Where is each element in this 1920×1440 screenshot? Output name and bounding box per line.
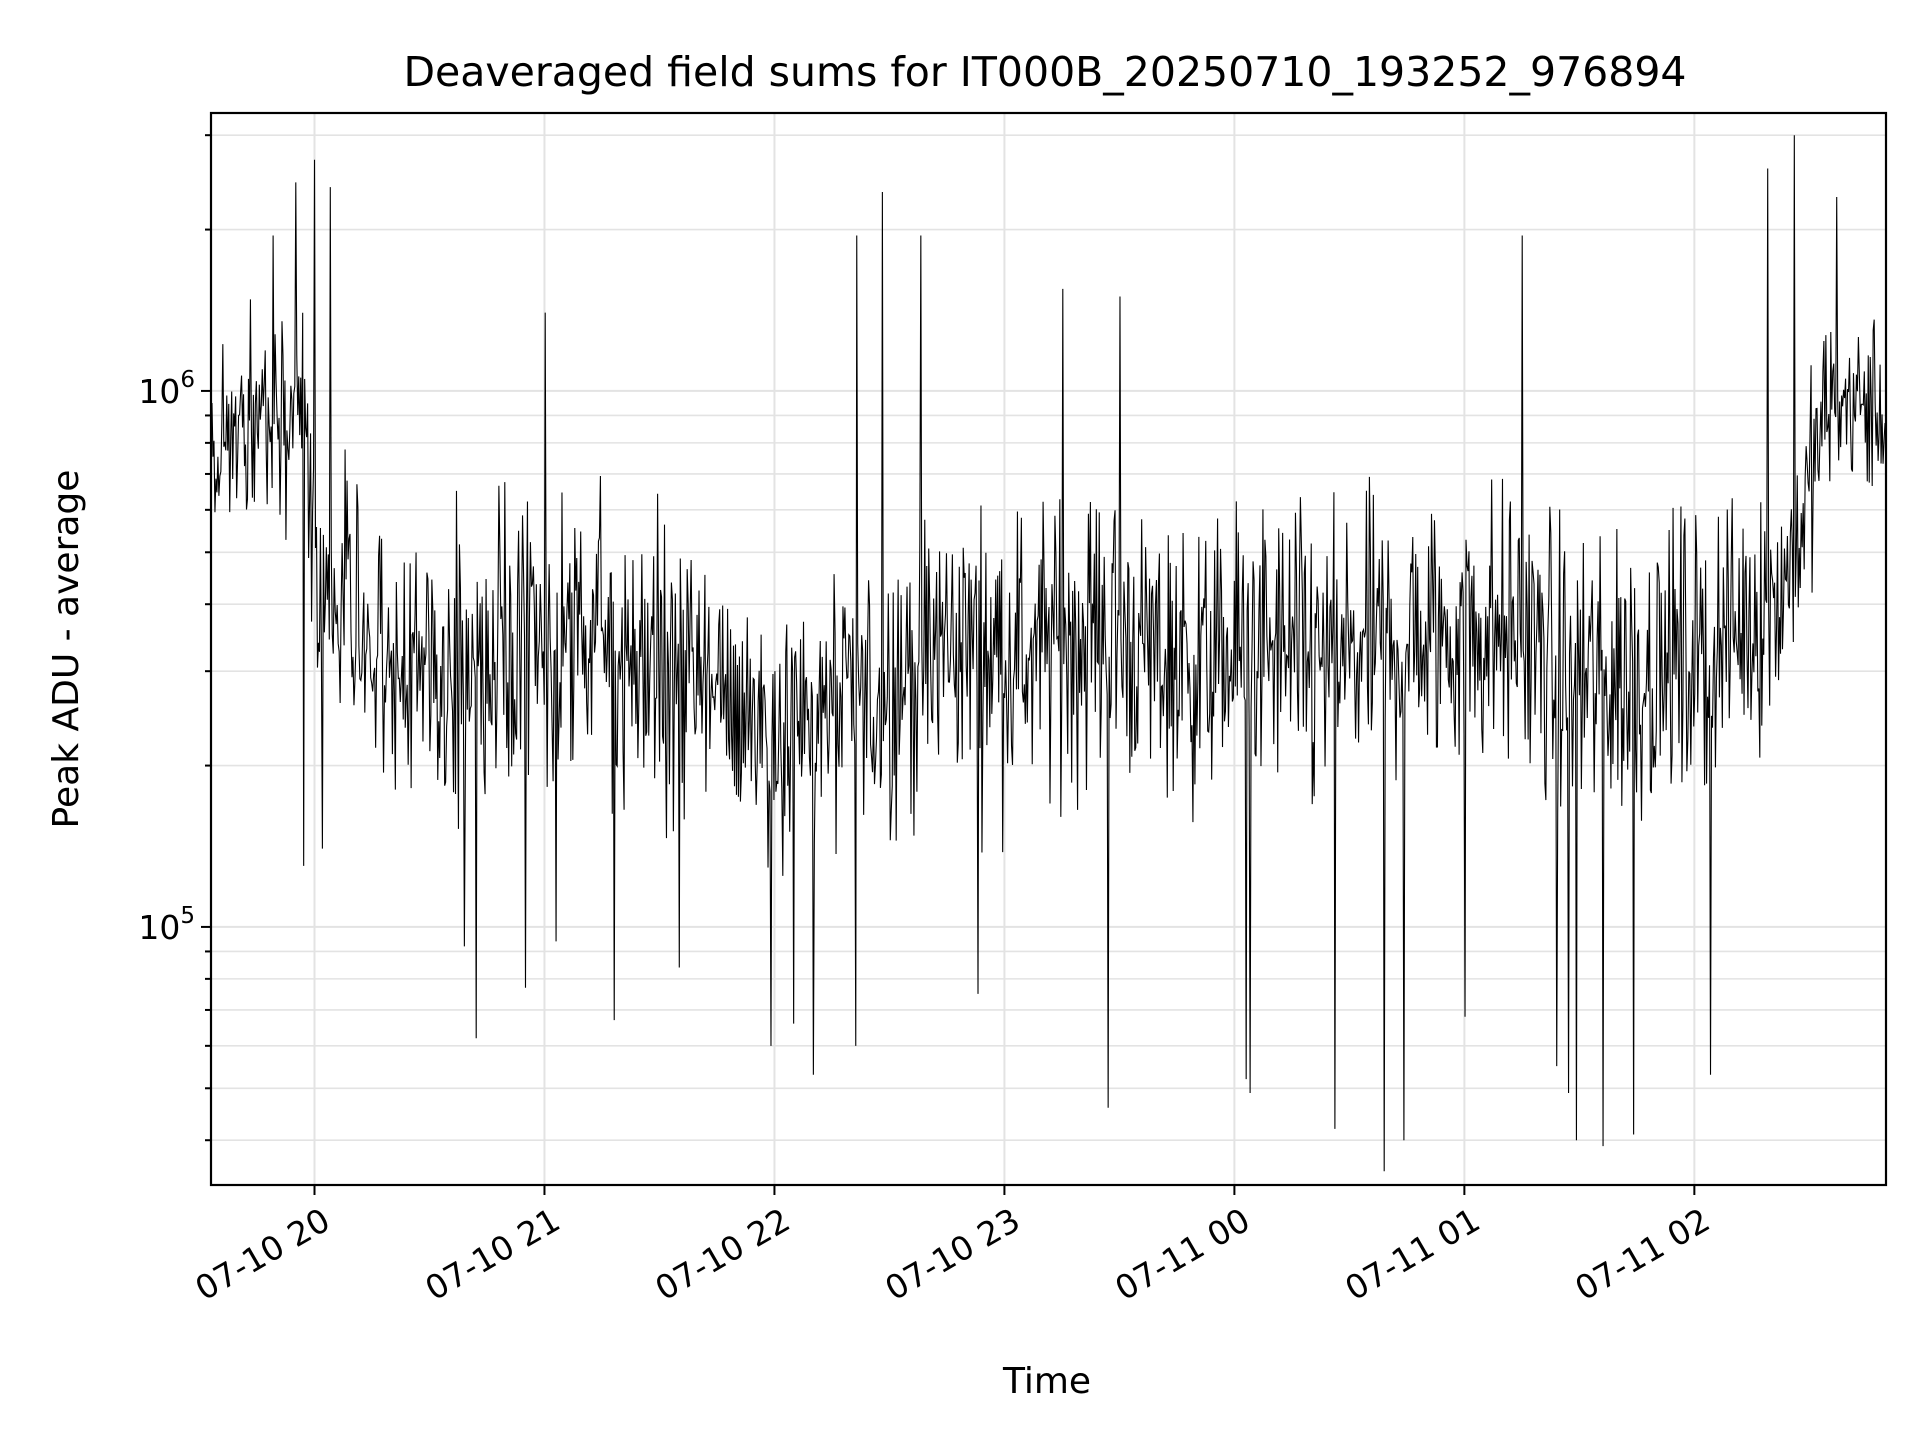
plot-frame [209,111,1888,1187]
data-series [210,135,1887,1172]
x-tick-label: 07-11 00 [1108,1200,1256,1308]
x-tick-label: 07-10 23 [878,1200,1026,1308]
x-axis: 07-10 20 07-10 21 07-10 22 07-10 23 07-11 00… [188,1185,1716,1308]
chart-title: Deaveraged field sums for IT000B_2025071… [403,48,1686,96]
x-tick-label: 07-10 22 [648,1200,796,1308]
x-tick-label: 07-11 02 [1568,1200,1716,1308]
y-tick-label: 106 [138,367,195,411]
x-tick-label: 07-10 20 [188,1200,336,1308]
y-axis: 105 106 [138,134,211,1142]
x-tick-label: 07-11 01 [1338,1200,1486,1308]
y-axis-label: Peak ADU - average [46,470,87,829]
series-line [210,135,1887,1172]
y-tick-label: 105 [138,903,195,947]
grid [211,113,1886,1185]
x-tick-label: 07-10 21 [418,1200,566,1308]
x-axis-label: Time [1002,1361,1091,1402]
